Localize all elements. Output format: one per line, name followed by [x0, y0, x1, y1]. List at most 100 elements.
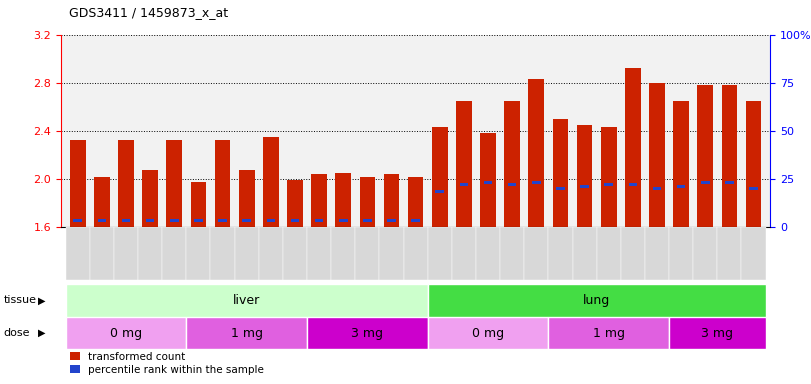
Bar — [355, 35, 380, 227]
Bar — [404, 35, 427, 227]
Bar — [741, 35, 766, 227]
Bar — [452, 35, 476, 227]
Bar — [70, 140, 86, 227]
Bar — [476, 227, 500, 280]
Bar — [162, 227, 187, 280]
Bar — [142, 170, 158, 227]
Bar — [66, 284, 427, 317]
Bar — [363, 219, 371, 222]
Bar — [355, 227, 380, 280]
Bar — [718, 35, 741, 227]
Bar — [307, 317, 427, 349]
Bar — [234, 35, 259, 227]
Text: dose: dose — [3, 328, 30, 338]
Bar — [404, 227, 427, 280]
Bar — [620, 227, 645, 280]
Bar — [307, 35, 331, 227]
Bar — [118, 140, 134, 227]
Bar — [97, 219, 106, 222]
Bar — [581, 185, 589, 188]
Bar — [215, 140, 230, 227]
Bar — [191, 182, 206, 227]
Bar — [460, 183, 468, 186]
Bar — [211, 227, 234, 280]
Text: GDS3411 / 1459873_x_at: GDS3411 / 1459873_x_at — [69, 6, 228, 19]
Bar — [408, 177, 423, 227]
Bar — [629, 183, 637, 186]
Bar — [529, 79, 544, 227]
Bar — [162, 35, 187, 227]
Bar — [722, 85, 737, 227]
Bar — [114, 35, 138, 227]
Bar — [725, 181, 734, 184]
Bar — [94, 177, 109, 227]
Bar — [749, 187, 757, 190]
Text: 0 mg: 0 mg — [472, 327, 504, 339]
Bar — [267, 219, 275, 222]
Bar — [290, 219, 299, 222]
Bar — [620, 35, 645, 227]
Bar — [718, 227, 741, 280]
Bar — [669, 317, 766, 349]
Bar — [242, 219, 251, 222]
Bar — [456, 101, 472, 227]
Bar — [187, 35, 211, 227]
Bar — [259, 35, 283, 227]
Bar — [532, 181, 541, 184]
Bar — [548, 317, 669, 349]
Bar — [218, 219, 227, 222]
Bar — [673, 101, 689, 227]
Bar — [597, 35, 620, 227]
Bar — [645, 35, 669, 227]
Bar — [524, 35, 548, 227]
Legend: transformed count, percentile rank within the sample: transformed count, percentile rank withi… — [66, 348, 268, 379]
Text: liver: liver — [233, 294, 260, 307]
Bar — [653, 187, 661, 190]
Text: 1 mg: 1 mg — [230, 327, 263, 339]
Bar — [483, 181, 492, 184]
Bar — [436, 190, 444, 194]
Bar — [504, 101, 520, 227]
Bar — [427, 284, 766, 317]
Bar — [380, 227, 404, 280]
Bar — [138, 227, 162, 280]
Bar — [573, 35, 597, 227]
Bar — [427, 227, 452, 280]
Bar — [500, 227, 524, 280]
Bar — [336, 172, 351, 227]
Bar — [66, 317, 187, 349]
Bar — [331, 227, 355, 280]
Text: 1 mg: 1 mg — [593, 327, 624, 339]
Bar — [508, 183, 517, 186]
Bar — [259, 227, 283, 280]
Bar — [701, 181, 710, 184]
Bar — [234, 227, 259, 280]
Bar — [339, 219, 348, 222]
Bar — [411, 219, 420, 222]
Bar — [741, 227, 766, 280]
Bar — [307, 227, 331, 280]
Bar — [693, 227, 718, 280]
Bar — [384, 174, 399, 227]
Bar — [380, 35, 404, 227]
Bar — [114, 227, 138, 280]
Bar — [194, 219, 203, 222]
Bar — [187, 227, 211, 280]
Text: tissue: tissue — [3, 295, 36, 306]
Bar — [573, 227, 597, 280]
Bar — [745, 101, 762, 227]
Bar — [187, 317, 307, 349]
Bar — [122, 219, 131, 222]
Bar — [625, 68, 641, 227]
Bar — [452, 227, 476, 280]
Bar — [604, 183, 613, 186]
Bar — [331, 35, 355, 227]
Text: lung: lung — [583, 294, 611, 307]
Bar — [166, 140, 182, 227]
Bar — [524, 227, 548, 280]
Bar — [669, 35, 693, 227]
Bar — [693, 35, 718, 227]
Bar — [649, 83, 665, 227]
Bar — [211, 35, 234, 227]
Text: 3 mg: 3 mg — [702, 327, 733, 339]
